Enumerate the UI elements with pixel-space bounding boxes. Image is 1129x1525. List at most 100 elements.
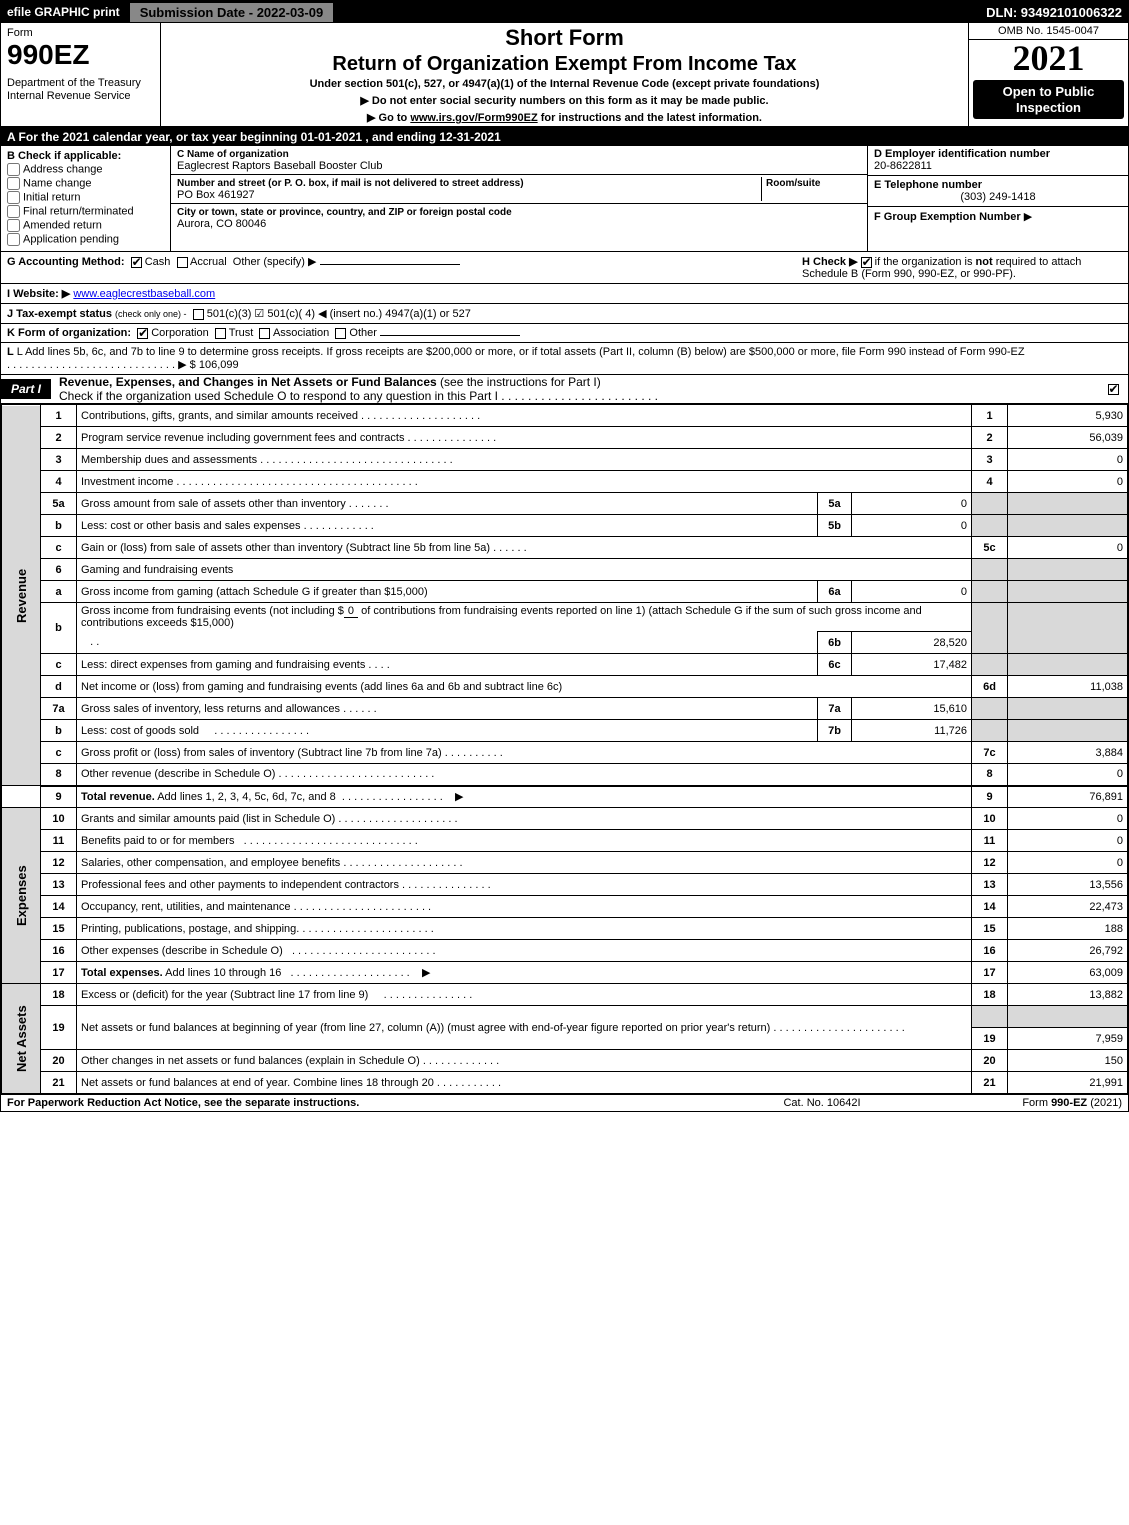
department-label: Department of the Treasury Internal Reve… [7,77,154,103]
section-def: D Employer identification number 20-8622… [868,146,1128,251]
checkbox-schedule-o[interactable] [1108,384,1119,395]
section-i: I Website: ▶ www.eaglecrestbaseball.com [1,284,1128,304]
table-row: c Less: direct expenses from gaming and … [2,654,1128,676]
org-city-value: Aurora, CO 80046 [177,218,266,230]
table-row: . . 6b 28,520 [2,632,1128,654]
form-of-org-label: K Form of organization: [7,327,131,339]
check-address-change[interactable]: Address change [7,163,164,176]
checkbox-final-return[interactable] [7,205,20,218]
revenue-label: Revenue [2,405,41,786]
table-row: c Gross profit or (loss) from sales of i… [2,742,1128,764]
checkbox-501c3[interactable] [193,309,204,320]
table-row: 13 Professional fees and other payments … [2,874,1128,896]
ein-label: D Employer identification number [874,148,1122,160]
ein-value: 20-8622811 [874,160,1122,172]
form-title: Return of Organization Exempt From Incom… [169,53,960,76]
org-name-row: C Name of organization Eaglecrest Raptor… [171,146,867,175]
checkbox-amended-return[interactable] [7,219,20,232]
table-row: 20 Other changes in net assets or fund b… [2,1050,1128,1072]
check-application-pending[interactable]: Application pending [7,233,164,246]
check-initial-return[interactable]: Initial return [7,191,164,204]
table-row: 5a Gross amount from sale of assets othe… [2,493,1128,515]
inspection-badge: Open to Public Inspection [973,80,1124,119]
tax-exempt-sub: (check only one) - [115,309,187,319]
check-name-change[interactable]: Name change [7,177,164,190]
org-address-value: PO Box 461927 [177,189,255,201]
table-row: 19 Net assets or fund balances at beginn… [2,1006,1128,1028]
part-1-tag: Part I [1,379,51,399]
checkbox-corporation[interactable] [137,328,148,339]
block-bcdef: B Check if applicable: Address change Na… [1,146,1128,252]
header-middle: Short Form Return of Organization Exempt… [161,23,968,126]
checkbox-accrual[interactable] [177,257,188,268]
table-row: 15 Printing, publications, postage, and … [2,918,1128,940]
checkbox-cash[interactable] [131,257,142,268]
table-row: Expenses 10 Grants and similar amounts p… [2,808,1128,830]
header-left: Form 990EZ Department of the Treasury In… [1,23,161,126]
table-row: 7a Gross sales of inventory, less return… [2,698,1128,720]
checkbox-name-change[interactable] [7,177,20,190]
group-exemption-row: F Group Exemption Number ▶ [874,210,1122,223]
checkbox-association[interactable] [259,328,270,339]
check-amended-return[interactable]: Amended return [7,219,164,232]
org-name-value: Eaglecrest Raptors Baseball Booster Club [177,160,382,172]
form-page: efile GRAPHIC print Submission Date - 20… [0,0,1129,1112]
form-subtitle: Under section 501(c), 527, or 4947(a)(1)… [169,78,960,90]
checkbox-address-change[interactable] [7,163,20,176]
irs-link[interactable]: www.irs.gov/Form990EZ [410,112,537,124]
table-row: b Less: cost of goods sold . . . . . . .… [2,720,1128,742]
checkbox-application-pending[interactable] [7,233,20,246]
section-h-pre: H Check ▶ [802,256,861,268]
page-footer: For Paperwork Reduction Act Notice, see … [1,1094,1128,1111]
website-link[interactable]: www.eaglecrestbaseball.com [73,288,215,300]
submission-date: Submission Date - 2022-03-09 [130,3,334,22]
expenses-label: Expenses [2,808,41,984]
table-row: Net Assets 18 Excess or (deficit) for th… [2,984,1128,1006]
check-final-return[interactable]: Final return/terminated [7,205,164,218]
instruction-2: ▶ Go to www.irs.gov/Form990EZ for instru… [169,111,960,124]
section-l-amount: 106,099 [199,359,239,371]
section-j: J Tax-exempt status (check only one) - 5… [1,304,1128,324]
form-header: Form 990EZ Department of the Treasury In… [1,23,1128,128]
instr2-pre: ▶ Go to [367,112,410,124]
tax-exempt-options: 501(c)(3) ☑ 501(c)( 4) ◀ (insert no.) 49… [207,308,471,320]
tax-exempt-label: J Tax-exempt status [7,308,112,320]
org-city-row: City or town, state or province, country… [171,204,867,232]
part-1-title: Revenue, Expenses, and Changes in Net As… [51,375,1098,403]
dln-label: DLN: 93492101006322 [980,5,1128,20]
org-name-label: C Name of organization [177,149,289,160]
org-city-label: City or town, state or province, country… [177,207,512,218]
section-l-text: L Add lines 5b, 6c, and 7b to line 9 to … [17,346,1025,358]
room-suite-label: Room/suite [766,178,820,189]
footer-right: Form 990-EZ (2021) [922,1097,1122,1109]
checkbox-initial-return[interactable] [7,191,20,204]
checkbox-schedule-b[interactable] [861,257,872,268]
section-c: C Name of organization Eaglecrest Raptor… [171,146,868,251]
group-exemption-label: F Group Exemption Number [874,211,1021,223]
table-row: 6 Gaming and fundraising events [2,559,1128,581]
tax-year: 2021 [969,40,1128,76]
checkbox-trust[interactable] [215,328,226,339]
form-word: Form [7,27,154,39]
table-row: 8 Other revenue (describe in Schedule O)… [2,764,1128,786]
checkbox-other-org[interactable] [335,328,346,339]
section-k: K Form of organization: Corporation Trus… [1,324,1128,343]
section-g: G Accounting Method: Cash Accrual Other … [7,255,802,280]
table-row: b Gross income from fundraising events (… [2,603,1128,632]
accounting-other-input[interactable] [320,264,460,265]
accounting-method-label: G Accounting Method: [7,256,125,268]
footer-mid: Cat. No. 10642I [722,1097,922,1109]
table-row: 9 Total revenue. Add lines 1, 2, 3, 4, 5… [2,786,1128,808]
section-l-amount-label: ▶ $ [178,359,196,371]
section-a: A For the 2021 calendar year, or tax yea… [1,128,1128,146]
table-row: 11 Benefits paid to or for members . . .… [2,830,1128,852]
table-row: d Net income or (loss) from gaming and f… [2,676,1128,698]
group-exemption-arrow: ▶ [1024,211,1032,223]
table-row: c Gain or (loss) from sale of assets oth… [2,537,1128,559]
table-row: Revenue 1 Contributions, gifts, grants, … [2,405,1128,427]
website-label: I Website: ▶ [7,288,70,300]
org-address-label: Number and street (or P. O. box, if mail… [177,178,524,189]
other-org-input[interactable] [380,335,520,336]
table-row: b Less: cost or other basis and sales ex… [2,515,1128,537]
section-gh: G Accounting Method: Cash Accrual Other … [1,252,1128,284]
